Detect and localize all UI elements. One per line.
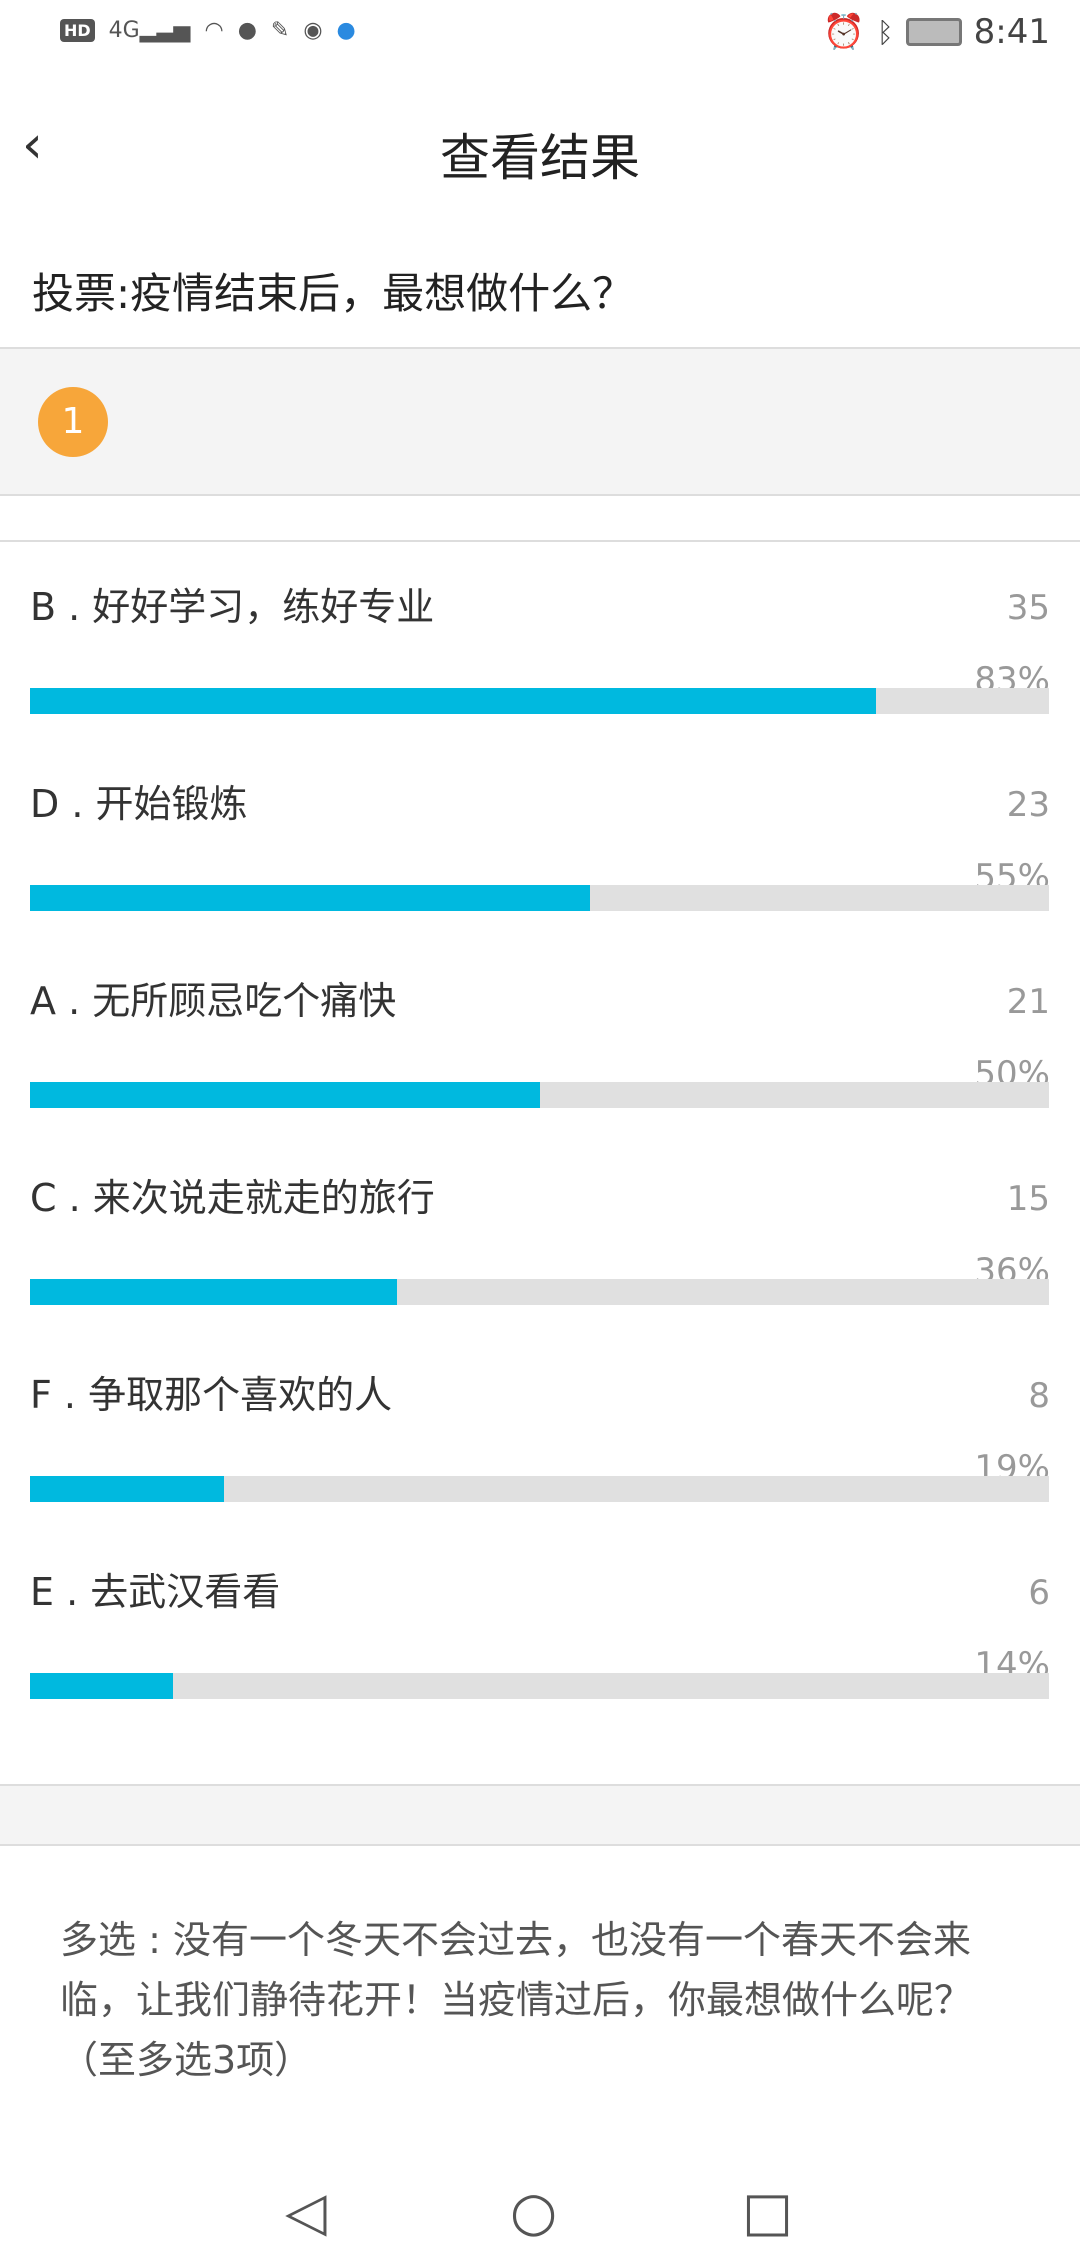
option-progress-fill: [30, 1279, 397, 1305]
option-label: B . 好好学习，练好专业: [30, 585, 435, 629]
status-bar: HD 4G▂▃▅ ◠ ● ✎ ◉ ● ⏰ ᛒ 8:41: [0, 0, 1080, 75]
option-label: C . 来次说走就走的旅行: [30, 1176, 435, 1220]
option-progress-bar: [30, 885, 1049, 911]
app-icon: ◉: [303, 18, 323, 43]
option-progress-fill: [30, 1673, 173, 1699]
system-nav-bar: ◁ ○ □: [0, 2140, 1080, 2244]
bluetooth-icon: ᛒ: [876, 15, 894, 49]
option-count: 15: [1006, 1179, 1050, 1219]
vote-title: 投票:疫情结束后，最想做什么？: [32, 269, 635, 318]
option-label: D . 开始锻炼: [30, 782, 248, 826]
battery-icon: [905, 18, 962, 46]
qq-icon: ●: [237, 18, 257, 43]
option-row: F . 争取那个喜欢的人 8 19%: [0, 1368, 1080, 1565]
back-button[interactable]: ‹: [22, 115, 43, 175]
alarm-icon: ⏰: [822, 12, 865, 52]
option-count: 8: [1028, 1376, 1050, 1416]
clock: 8:41: [973, 12, 1050, 52]
option-progress-fill: [30, 885, 591, 911]
option-progress-bar: [30, 1279, 1049, 1305]
wifi-icon: ◠: [204, 18, 224, 43]
nav-back-icon[interactable]: ◁: [285, 2180, 327, 2243]
option-count: 6: [1028, 1573, 1050, 1613]
option-row: C . 来次说走就走的旅行 15 36%: [0, 1171, 1080, 1368]
divider: [0, 540, 1080, 542]
option-progress-bar: [30, 1673, 1049, 1699]
option-label: F . 争取那个喜欢的人: [30, 1373, 393, 1417]
option-label: E . 去武汉看看: [30, 1570, 281, 1614]
4g-signal-icon: 4G▂▃▅: [108, 18, 191, 43]
browser-icon: ●: [336, 18, 356, 43]
option-count: 23: [1006, 785, 1050, 825]
option-progress-bar: [30, 688, 1049, 714]
hd-icon: HD: [60, 19, 95, 42]
option-progress-bar: [30, 1476, 1049, 1502]
option-progress-fill: [30, 688, 876, 714]
option-row: B . 好好学习，练好专业 35 83%: [0, 580, 1080, 777]
option-row: D . 开始锻炼 23 55%: [0, 777, 1080, 974]
option-count: 21: [1006, 982, 1050, 1022]
nav-home-icon[interactable]: ○: [510, 2180, 558, 2243]
user-badge-band: [0, 347, 1080, 496]
option-row: E . 去武汉看看 6 14%: [0, 1565, 1080, 1762]
option-progress-fill: [30, 1082, 540, 1108]
option-row: A . 无所顾忌吃个痛快 21 50%: [0, 974, 1080, 1171]
option-progress-bar: [30, 1082, 1049, 1108]
rank-badge: 1: [38, 387, 108, 457]
xuexi-icon: ✎: [270, 18, 290, 43]
vote-description: 多选 : 没有一个冬天不会过去，也没有一个春天不会来临，让我们静待花开！当疫情过…: [60, 1918, 973, 2082]
section-gap: [0, 1784, 1080, 1846]
nav-recents-icon[interactable]: □: [742, 2180, 794, 2243]
option-label: A . 无所顾忌吃个痛快: [30, 979, 397, 1023]
option-count: 35: [1006, 588, 1050, 628]
page-title: 查看结果: [440, 129, 640, 187]
option-progress-fill: [30, 1476, 224, 1502]
